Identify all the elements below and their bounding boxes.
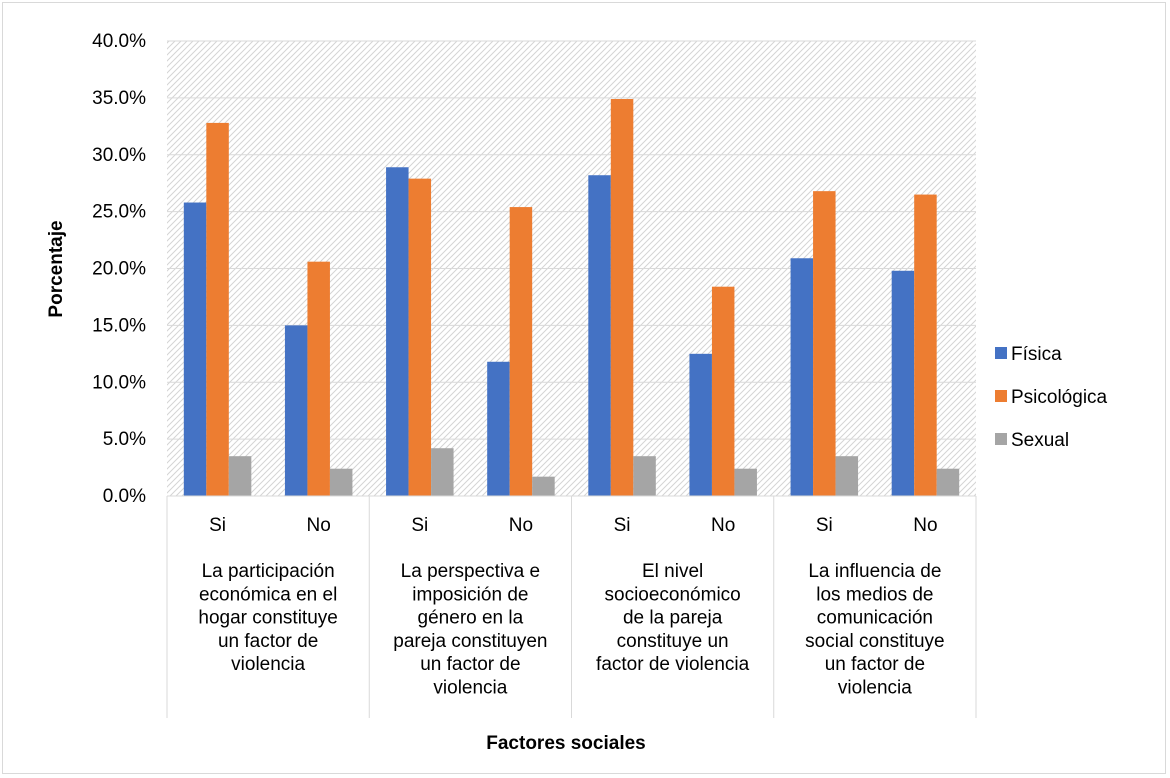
x-tick-label: Si [209,515,226,536]
bar-física [891,270,915,496]
x-tick-label: Si [411,515,428,536]
y-tick-label: 40.0% [92,31,146,52]
y-tick-label: 0.0% [103,486,146,507]
x-tick-label: No [509,515,533,536]
bar-psicológica [509,207,533,496]
bar-sexual [633,456,656,496]
bar-psicológica [408,178,432,496]
legend-label: Física [1011,344,1062,365]
x-axis: Si No Si No Si No Si No La participación económic… [166,495,977,718]
bar-sexual [734,468,757,496]
bar-psicológica [610,99,634,496]
y-tick-label: 30.0% [92,145,146,166]
bar-sexual [835,456,859,496]
y-tick-label: 20.0% [92,259,146,280]
y-tick-label: 5.0% [103,429,146,450]
y-tick-label: 25.0% [92,202,146,223]
group-label: El nivel socioeconómico de la pareja consti… [596,561,750,675]
bar-sexual [532,476,555,496]
bar-sexual [228,456,252,496]
legend-swatch [995,433,1007,445]
bar-física [284,325,308,496]
bar-psicológica [813,191,836,496]
bar-sexual [329,468,353,496]
bar-física [487,361,510,496]
x-tick-label: Si [816,515,833,536]
bar-psicológica [307,261,330,496]
y-tick-label: 35.0% [92,88,146,109]
x-tick-label: No [711,515,735,536]
legend-swatch [995,347,1007,359]
group-label: La participación económica en el hogar con… [198,561,337,675]
x-tick-label: Si [614,515,631,536]
bar-física [183,202,207,496]
legend-label: Psicológica [1011,387,1108,408]
y-axis-ticks: 0.0% 5.0% 10.0% 15.0% 20.0% 25.0% 30.0% 35.0% 40… [92,31,146,507]
y-tick-label: 10.0% [92,372,146,393]
x-tick-label: No [913,515,937,536]
group-label: La influencia de los medios de comunicació… [805,561,944,699]
bar-sexual [936,468,960,496]
bar-física [386,167,409,496]
bar-física [790,258,814,496]
group-label: La perspectiva e imposición de género en l… [393,561,547,699]
bars [183,99,960,497]
y-axis-title: Porcentaje [46,220,67,317]
legend: Física Psicológica Sexual [995,344,1108,451]
y-tick-label: 15.0% [92,315,146,336]
legend-swatch [995,390,1007,402]
bar-sexual [431,448,454,496]
bar-psicológica [914,194,937,496]
x-tick-label: No [307,515,331,536]
bar-física [588,175,611,496]
bar-psicológica [711,286,735,496]
bar-física [689,353,712,496]
bar-psicológica [206,122,229,497]
legend-label: Sexual [1011,430,1069,451]
x-axis-title: Factores sociales [486,733,645,754]
